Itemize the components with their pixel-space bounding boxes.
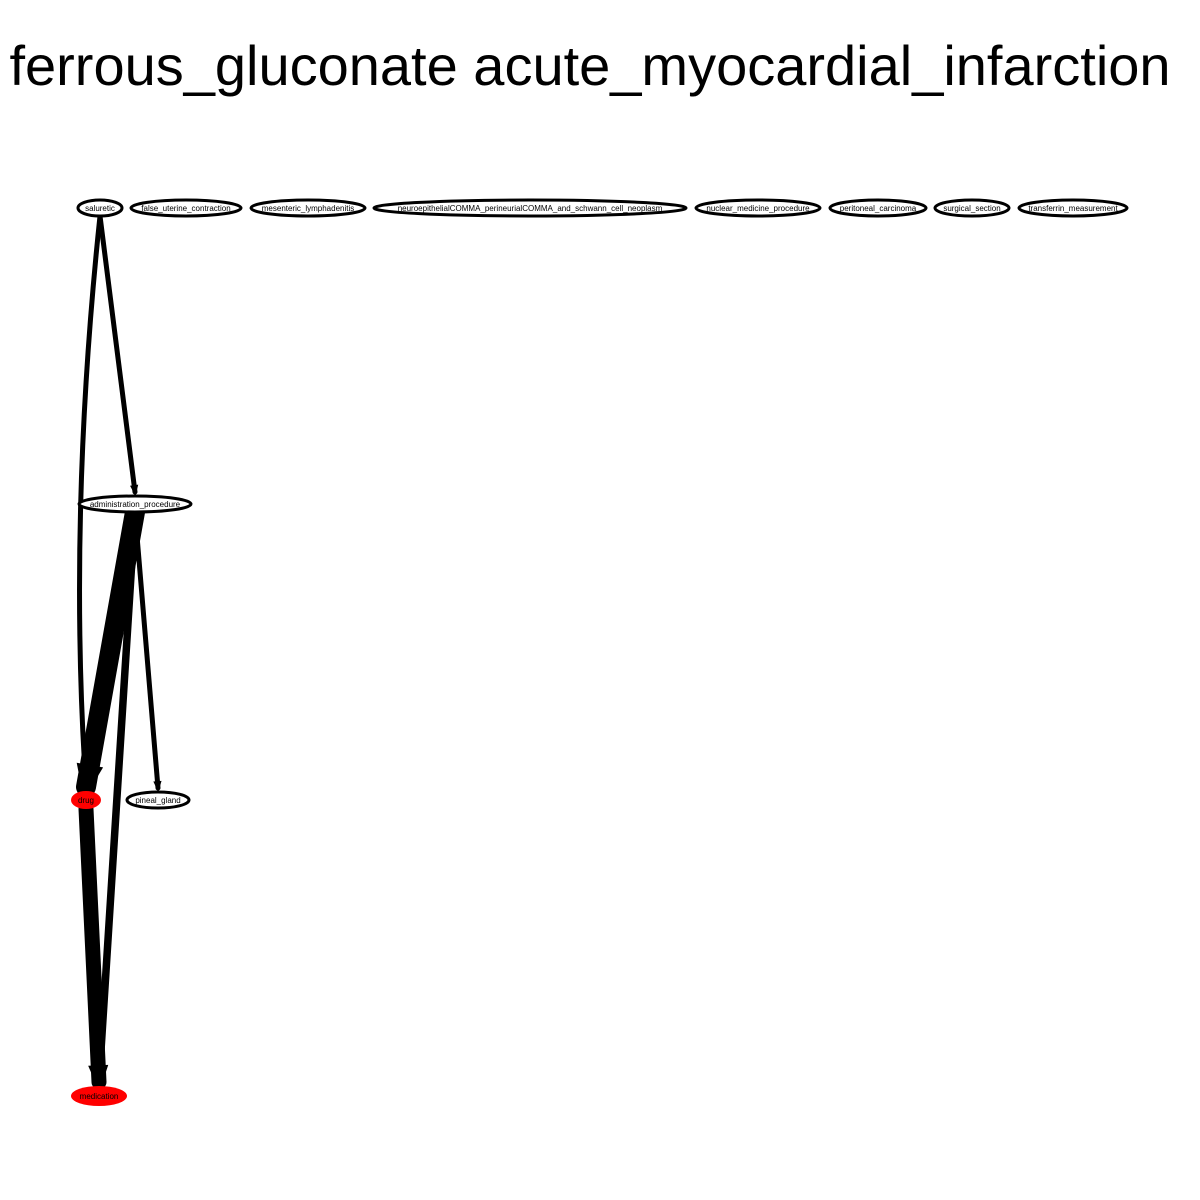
node-shape-administration_procedure bbox=[77, 494, 193, 514]
node-shape-pineal_gland bbox=[125, 790, 191, 810]
edge-layer bbox=[76, 213, 162, 1092]
node-nuclear_medicine_procedure: nuclear_medicine_procedure bbox=[694, 198, 822, 218]
node-label-pineal_gland: pineal_gland bbox=[135, 796, 180, 805]
edge-saluretic-to-drug bbox=[77, 213, 103, 790]
node-peritoneal_carcinoma: peritoneal_carcinoma bbox=[828, 198, 928, 218]
node-label-nuclear_medicine_procedure: nuclear_medicine_procedure bbox=[706, 204, 810, 213]
node-neuroepithelial: neuroepithelialCOMMA_perineurialCOMMA_an… bbox=[372, 198, 688, 218]
node-shape-saluretic bbox=[76, 198, 124, 218]
node-shape-peritoneal_carcinoma bbox=[828, 198, 928, 218]
node-label-false_uterine_contraction: false_uterine_contraction bbox=[141, 204, 230, 213]
node-mesenteric_lymphadenitis: mesenteric_lymphadenitis bbox=[249, 198, 367, 218]
node-label-transferrin_measurement: transferrin_measurement bbox=[1028, 204, 1118, 213]
edge-administration_procedure-to-drug bbox=[76, 502, 145, 797]
node-transferrin_measurement: transferrin_measurement bbox=[1017, 198, 1129, 218]
node-label-peritoneal_carcinoma: peritoneal_carcinoma bbox=[840, 204, 917, 213]
node-shape-drug bbox=[71, 791, 101, 809]
edge-administration_procedure-to-pineal_gland bbox=[132, 509, 161, 791]
arrowhead-drug-to-medication bbox=[88, 1064, 109, 1092]
node-shape-neuroepithelial bbox=[372, 198, 688, 218]
node-surgical_section: surgical_section bbox=[933, 198, 1011, 218]
node-medication: medication bbox=[71, 1086, 127, 1106]
node-label-medication: medication bbox=[80, 1092, 119, 1101]
node-shape-nuclear_medicine_procedure bbox=[694, 198, 822, 218]
node-shape-transferrin_measurement bbox=[1017, 198, 1129, 218]
node-label-mesenteric_lymphadenitis: mesenteric_lymphadenitis bbox=[262, 204, 355, 213]
node-saluretic: saluretic bbox=[76, 198, 124, 218]
node-false_uterine_contraction: false_uterine_contraction bbox=[129, 198, 243, 218]
arrowhead-administration_procedure-to-pineal_gland bbox=[153, 780, 162, 792]
graph-title: ferrous_gluconate acute_myocardial_infar… bbox=[9, 34, 1170, 97]
arrowhead-administration_procedure-to-drug bbox=[76, 762, 104, 800]
node-pineal_gland: pineal_gland bbox=[125, 790, 191, 810]
node-shape-medication bbox=[71, 1086, 127, 1106]
node-layer: saluretic false_uterine_contraction mesent… bbox=[71, 198, 1129, 1106]
edge-saluretic-to-administration_procedure bbox=[97, 213, 138, 495]
node-shape-mesenteric_lymphadenitis bbox=[249, 198, 367, 218]
node-shape-false_uterine_contraction bbox=[129, 198, 243, 218]
node-administration_procedure: administration_procedure bbox=[77, 494, 193, 514]
arrowhead-saluretic-to-administration_procedure bbox=[130, 484, 139, 496]
node-label-surgical_section: surgical_section bbox=[943, 204, 1000, 213]
node-label-drug: drug bbox=[78, 796, 94, 805]
node-label-neuroepithelial: neuroepithelialCOMMA_perineurialCOMMA_an… bbox=[398, 204, 663, 213]
node-label-administration_procedure: administration_procedure bbox=[90, 500, 181, 509]
node-drug: drug bbox=[71, 791, 101, 809]
edge-drug-to-medication bbox=[78, 801, 107, 1090]
node-label-saluretic: saluretic bbox=[85, 204, 115, 213]
node-shape-surgical_section bbox=[933, 198, 1011, 218]
edge-administration_procedure-to-medication bbox=[95, 508, 139, 1086]
